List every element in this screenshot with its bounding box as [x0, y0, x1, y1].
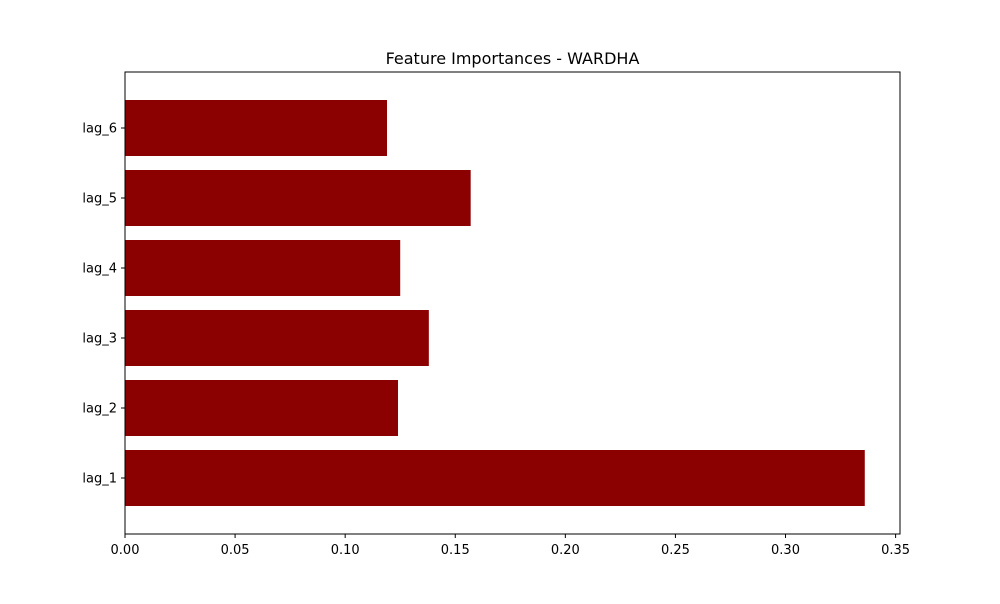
- x-tick-label-0: 0.00: [111, 543, 140, 558]
- y-tick-label-lag_1: lag_1: [82, 472, 117, 487]
- x-tick-label-3: 0.15: [441, 543, 470, 558]
- bar-lag_1: [125, 450, 865, 506]
- bar-lag_2: [125, 380, 399, 436]
- chart-title: Feature Importances - WARDHA: [386, 49, 640, 68]
- bar-lag_5: [125, 170, 471, 226]
- y-tick-label-lag_6: lag_6: [82, 122, 117, 137]
- bar-lag_4: [125, 240, 401, 296]
- bar-lag_3: [125, 310, 429, 366]
- x-tick-label-6: 0.30: [771, 543, 800, 558]
- x-tick-label-2: 0.10: [331, 543, 360, 558]
- y-tick-label-lag_5: lag_5: [82, 192, 117, 207]
- y-tick-label-lag_2: lag_2: [82, 402, 117, 417]
- x-tick-label-7: 0.35: [881, 543, 910, 558]
- x-tick-label-5: 0.25: [661, 543, 690, 558]
- plot-frame: [124, 71, 901, 535]
- y-tick-label-lag_3: lag_3: [82, 332, 117, 347]
- y-tick-label-lag_4: lag_4: [82, 262, 117, 277]
- axes-group: lag_1 lag_2 lag_3 lag_4 lag_5 lag_6 0.00 0.05 0.…: [82, 71, 910, 558]
- x-tick-label-1: 0.05: [221, 543, 250, 558]
- x-tick-label-4: 0.20: [551, 543, 580, 558]
- bar-lag_6: [125, 100, 388, 156]
- bars-group: [125, 100, 865, 506]
